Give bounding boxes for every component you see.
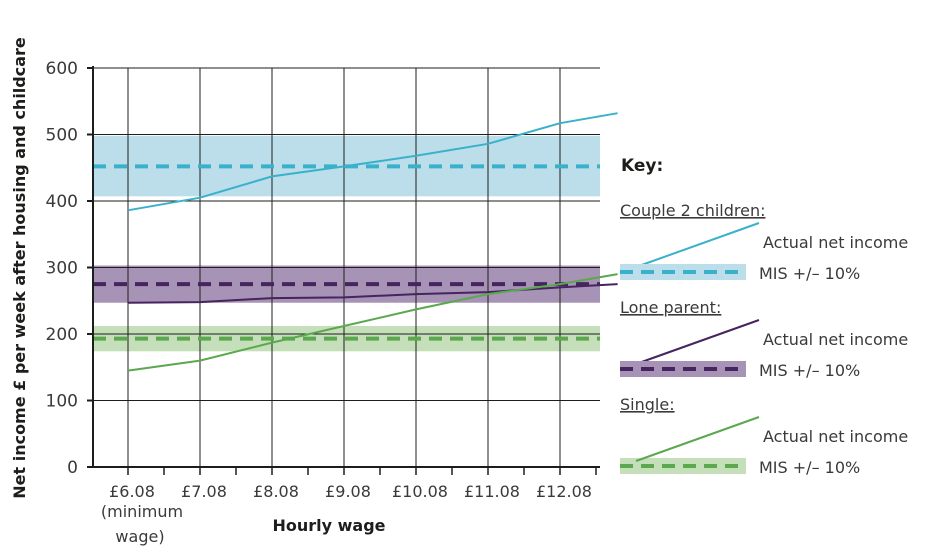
x-tick-note-line-2: wage) xyxy=(115,527,164,546)
x-tick-label-3: £9.08 xyxy=(325,482,371,501)
legend-actual-label-0: Actual net income xyxy=(763,233,908,252)
legend-group-title-1: Lone parent: xyxy=(620,298,721,317)
y-tick-label-0: 0 xyxy=(67,458,78,478)
legend-mis-label-1: MIS +/– 10% xyxy=(759,361,860,380)
y-tick-label-1: 100 xyxy=(46,392,78,412)
actual-income-line-0 xyxy=(127,112,618,212)
actual-income-line-1 xyxy=(127,283,618,304)
x-tick-label-5: £11.08 xyxy=(464,482,520,501)
legend-actual-label-1: Actual net income xyxy=(763,330,908,349)
legend-mis-label-2: MIS +/– 10% xyxy=(759,458,860,477)
x-tick-labels: £6.08 £7.08 £8.08 £9.08 £10.08 £11.08 £12.08 xyxy=(109,482,592,501)
legend-group-title-2: Single: xyxy=(620,395,675,414)
actual-income-lines xyxy=(127,112,618,372)
legend-title: Key: xyxy=(621,156,663,176)
y-tick-label-4: 400 xyxy=(46,192,78,212)
legend-actual-swatch-0 xyxy=(635,222,760,268)
y-tick-label-6: 600 xyxy=(46,59,78,79)
y-axis-title: Net income £ per week after housing and … xyxy=(10,37,29,499)
legend-actual-label-2: Actual net income xyxy=(763,427,908,446)
x-tick-label-0: £6.08 xyxy=(109,482,155,501)
x-tick-label-2: £8.08 xyxy=(253,482,299,501)
y-tick-label-5: 500 xyxy=(46,126,78,146)
y-tick-labels: 0 100 200 300 400 500 600 xyxy=(46,59,78,478)
x-tick-label-1: £7.08 xyxy=(181,482,227,501)
legend: Key: Couple 2 children: Actual net income… xyxy=(620,156,908,477)
y-tick-label-3: 300 xyxy=(46,259,78,279)
legend-mis-label-0: MIS +/– 10% xyxy=(759,264,860,283)
x-tick-note-line-1: (minimum xyxy=(101,502,183,521)
x-tick-label-6: £12.08 xyxy=(536,482,592,501)
legend-actual-swatch-1 xyxy=(635,319,760,365)
y-tick-label-2: 200 xyxy=(46,325,78,345)
grid-lines xyxy=(93,67,600,467)
legend-group-title-0: Couple 2 children: xyxy=(620,201,765,220)
actual-income-line-2 xyxy=(127,273,618,372)
x-axis-title: Hourly wage xyxy=(272,516,385,535)
legend-actual-swatch-2 xyxy=(635,416,760,462)
axes xyxy=(87,66,600,475)
x-tick-label-4: £10.08 xyxy=(392,482,448,501)
